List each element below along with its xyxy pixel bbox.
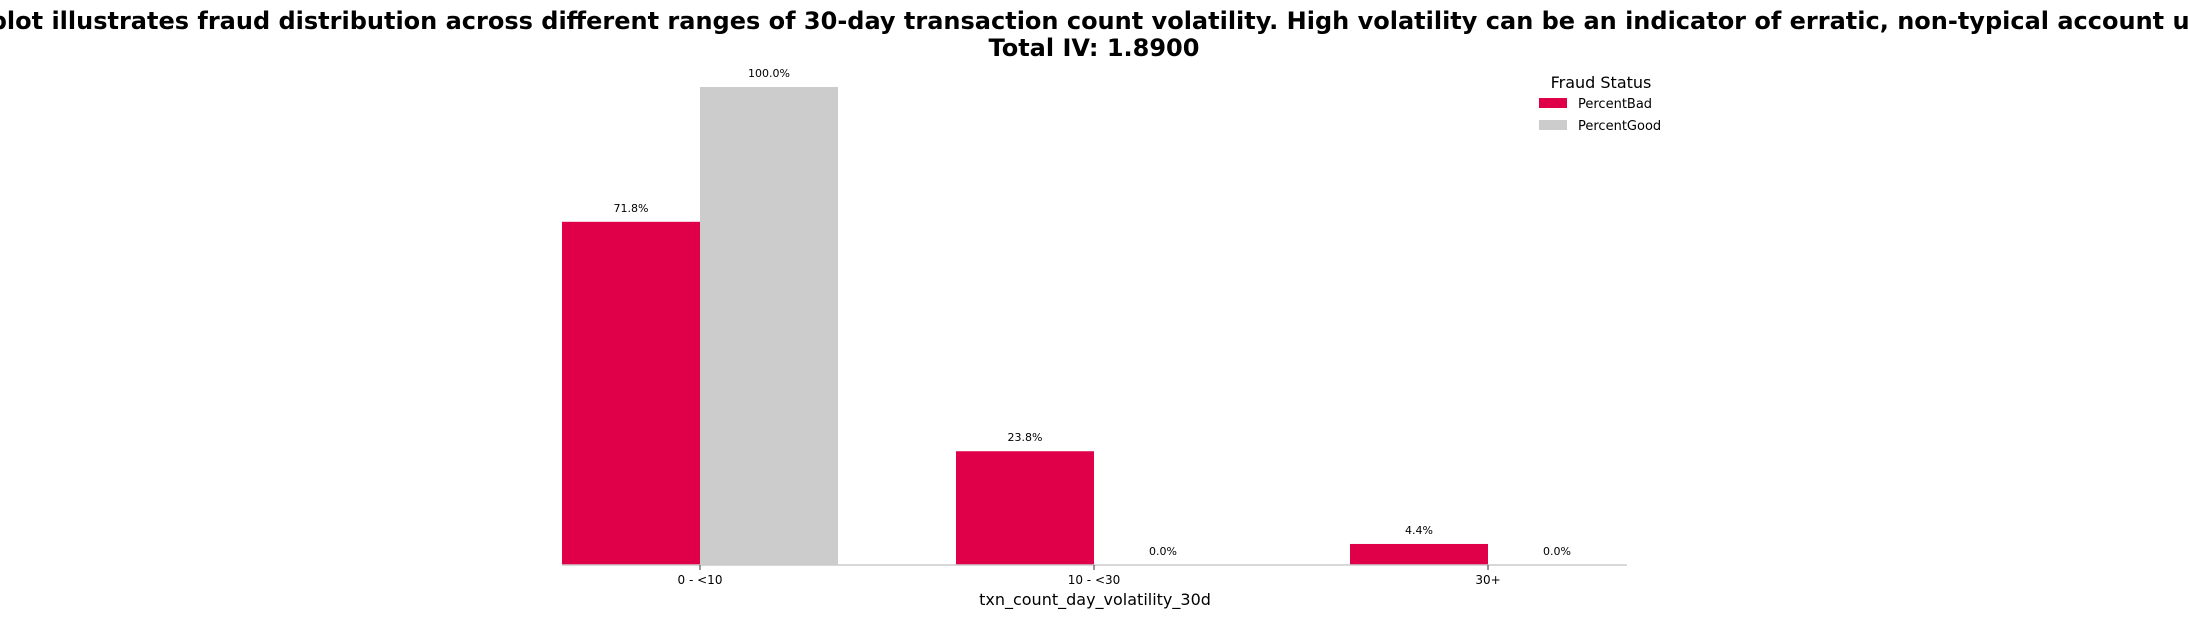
x-tick-label-1: 10 - <30 bbox=[1068, 573, 1121, 587]
x-axis-title: txn_count_day_volatility_30d bbox=[979, 590, 1211, 610]
x-tick-label-0: 0 - <10 bbox=[678, 573, 723, 587]
legend-title: Fraud Status bbox=[1551, 73, 1652, 92]
data-label-percentbad-0: 71.8% bbox=[614, 202, 649, 215]
ticks-layer: 0 - <10 10 - <30 30+ bbox=[678, 565, 1501, 587]
x-tick-label-2: 30+ bbox=[1475, 573, 1500, 587]
bar-percentgood-0 bbox=[700, 87, 838, 565]
data-label-percentgood-0: 100.0% bbox=[748, 67, 790, 80]
chart-subtitle: Total IV: 1.8900 bbox=[989, 34, 1200, 62]
legend: Fraud Status PercentBad PercentGood bbox=[1539, 73, 1661, 134]
data-label-percentgood-2: 0.0% bbox=[1543, 545, 1571, 558]
bar-percentbad-1 bbox=[956, 451, 1094, 565]
data-label-percentbad-2: 4.4% bbox=[1405, 524, 1433, 537]
chart-title: This plot illustrates fraud distribution… bbox=[0, 7, 2188, 35]
legend-swatch-percentbad bbox=[1539, 98, 1567, 108]
bar-percentbad-0 bbox=[562, 221, 700, 565]
data-label-percentgood-1: 0.0% bbox=[1149, 545, 1177, 558]
bar-percentbad-2 bbox=[1350, 543, 1488, 565]
data-label-percentbad-1: 23.8% bbox=[1008, 431, 1043, 444]
bars-layer: 71.8% 100.0% 23.8% 0.0% 4.4% 0.0% bbox=[562, 67, 1571, 565]
legend-label-percentgood: PercentGood bbox=[1578, 119, 1661, 134]
legend-label-percentbad: PercentBad bbox=[1578, 97, 1652, 112]
legend-swatch-percentgood bbox=[1539, 120, 1567, 130]
